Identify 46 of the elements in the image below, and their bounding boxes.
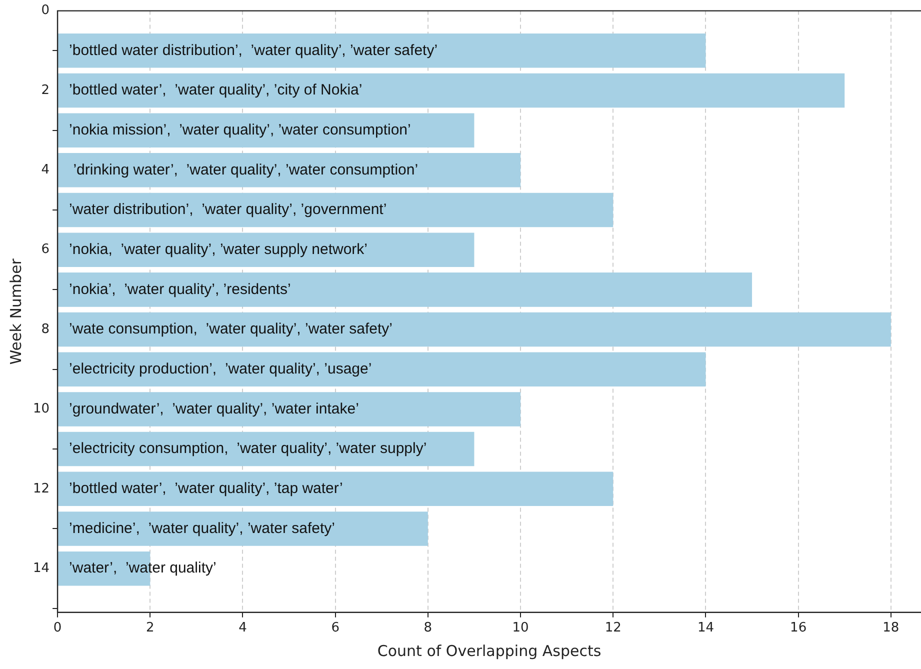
bar bbox=[58, 392, 521, 426]
y-axis-title: Week Number bbox=[6, 258, 25, 365]
y-tick-label: 6 bbox=[41, 242, 50, 258]
data-label: ’electricity production’, ’water quality’, ’usage’ bbox=[69, 360, 372, 378]
y-tick-label: 2 bbox=[41, 82, 50, 98]
x-tick-label: 4 bbox=[238, 620, 247, 636]
bar bbox=[58, 73, 845, 108]
bar bbox=[58, 272, 752, 307]
data-label: ’bottled water’, ’water quality’, ’city of Nokia’ bbox=[69, 82, 362, 99]
bar bbox=[58, 232, 474, 267]
data-label: ’nokia’, ’water quality’, ’residents’ bbox=[69, 280, 291, 298]
y-tick-label: 4 bbox=[41, 162, 50, 178]
bar bbox=[58, 113, 474, 148]
bar bbox=[58, 472, 614, 506]
x-tick-label: 16 bbox=[790, 620, 807, 636]
x-tick-label: 12 bbox=[604, 620, 622, 636]
data-label: ’medicine’, ’water quality’, ’water safety’ bbox=[69, 520, 335, 537]
data-label: ’water’, ’water quality’ bbox=[69, 560, 216, 577]
y-tick-label: 0 bbox=[41, 3, 50, 18]
data-label: ’water distribution’, ’water quality’, ’government’ bbox=[69, 201, 387, 218]
y-tick-label: 8 bbox=[41, 322, 50, 337]
data-label: ’groundwater’, ’water quality’, ’water intake’ bbox=[69, 400, 359, 418]
data-label: ’bottled water distribution’, ’water quality’, ’water safety’ bbox=[69, 42, 438, 59]
bar bbox=[58, 192, 614, 228]
y-tick-label: 10 bbox=[32, 402, 50, 417]
x-tick-label: 6 bbox=[331, 620, 340, 636]
bar bbox=[58, 512, 428, 546]
x-tick-label: 2 bbox=[146, 620, 154, 636]
data-label: ’nokia, ’water quality’, ’water supply network’ bbox=[69, 240, 368, 258]
bar bbox=[58, 352, 706, 386]
x-tick-label: 0 bbox=[53, 620, 62, 636]
x-tick-label: 18 bbox=[882, 620, 900, 636]
x-axis-title: Count of Overlapping Aspects bbox=[377, 642, 602, 660]
x-tick-label: 10 bbox=[512, 620, 529, 636]
bar bbox=[58, 312, 891, 347]
data-label: ’bottled water’, ’water quality’, ’tap water’ bbox=[69, 480, 343, 498]
data-label: ’nokia mission’, ’water quality’, ’water consumption’ bbox=[69, 121, 411, 138]
bar bbox=[58, 34, 706, 68]
data-label: ’wate consumption, ’water quality’, ’water safety’ bbox=[69, 320, 393, 338]
x-tick-label: 14 bbox=[697, 620, 714, 636]
y-tick-label: 14 bbox=[32, 560, 50, 576]
data-label: ’electricity consumption, ’water quality’, ’water supply’ bbox=[69, 440, 427, 458]
data-label: ’drinking water’, ’water quality’, ’water consumption’ bbox=[69, 161, 418, 178]
bar bbox=[58, 153, 521, 188]
x-tick-label: 8 bbox=[424, 620, 432, 636]
y-tick-label: 12 bbox=[32, 481, 50, 496]
